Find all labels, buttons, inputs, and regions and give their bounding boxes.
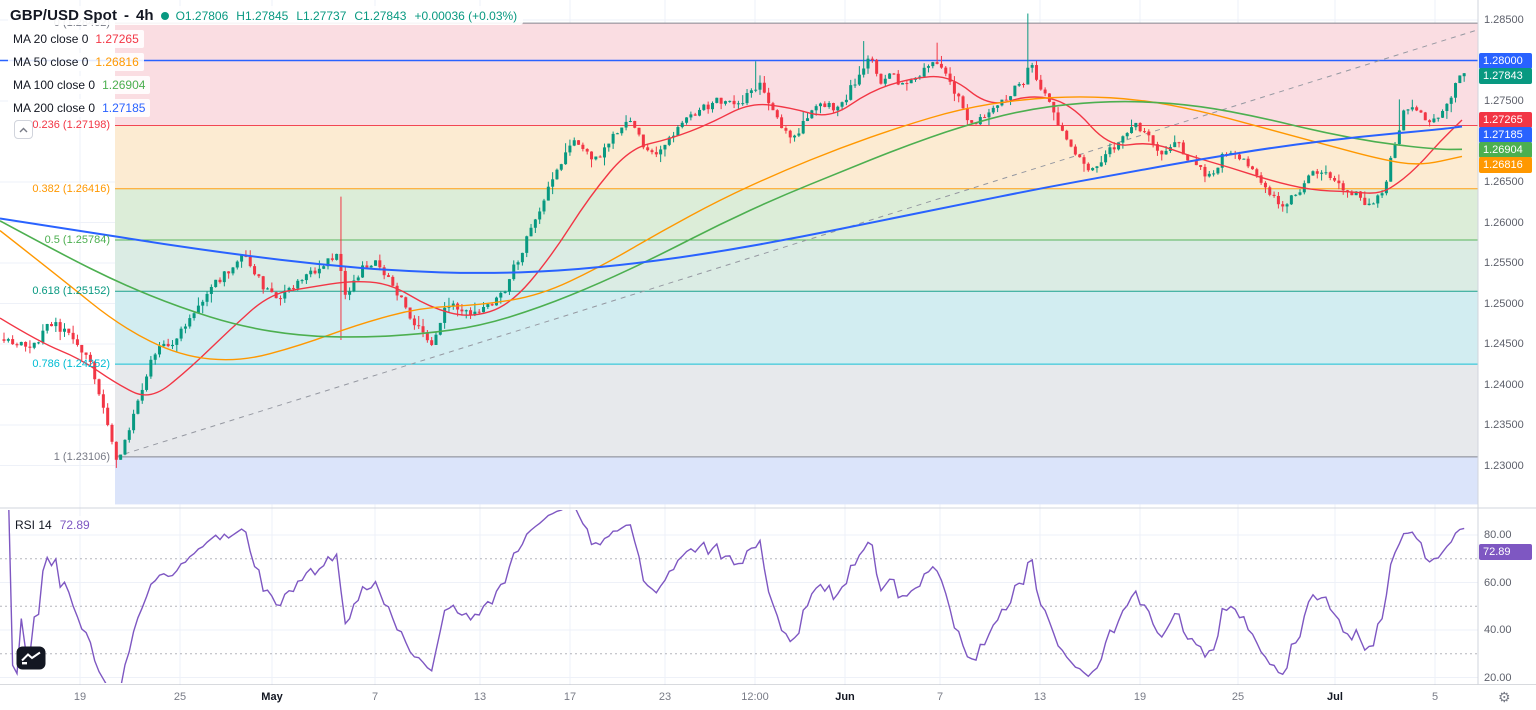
- price-tick-1.28500: 1.28500: [1484, 14, 1524, 26]
- price-badge-1.27265: 1.27265: [1479, 112, 1532, 129]
- rsi-tick-40.00: 40.00: [1484, 624, 1512, 636]
- time-label-19: 19: [1133, 691, 1147, 703]
- title-separator: -: [124, 7, 130, 24]
- ma-legend-value: 1.26816: [95, 55, 139, 69]
- time-label-May: May: [261, 691, 283, 703]
- ohlc-close: C1.27843: [354, 8, 407, 23]
- ma-legend-value: 1.26904: [102, 78, 146, 92]
- price-tick-1.27500: 1.27500: [1484, 95, 1524, 107]
- ma-legend-value: 1.27185: [102, 101, 146, 115]
- ma-legend-label: MA 50 close 0: [13, 55, 89, 69]
- time-label-5: 5: [1431, 691, 1439, 703]
- series-marker-dot: [160, 11, 169, 20]
- time-axis[interactable]: 19 25 May 7 13 17 23 12:00 Jun 7 13 19 25 Jul 5: [0, 685, 1536, 710]
- chart-legend: GBP/USD Spot - 4h O1.27806 H1.27845 L1.2…: [8, 6, 524, 117]
- interval-label[interactable]: 4h: [136, 7, 154, 24]
- price-axis[interactable]: 1.28500 1.27500 1.26500 1.26000 1.25500 1.250…: [1478, 0, 1536, 685]
- rsi-value: 72.89: [59, 518, 90, 532]
- time-label-25: 25: [173, 691, 187, 703]
- time-label-7: 7: [936, 691, 944, 703]
- price-tick-1.24500: 1.24500: [1484, 338, 1524, 350]
- symbol-title[interactable]: GBP/USD Spot: [10, 7, 118, 24]
- ma-legend-label: MA 20 close 0: [13, 32, 89, 46]
- price-tick-1.23000: 1.23000: [1484, 459, 1524, 472]
- price-tick-1.24000: 1.24000: [1484, 378, 1524, 391]
- ma-legend-label: MA 100 close 0: [13, 78, 96, 92]
- symbol-row[interactable]: GBP/USD Spot - 4h O1.27806 H1.27845 L1.2…: [8, 6, 524, 25]
- price-badge-1.26816: 1.26816: [1479, 157, 1532, 174]
- ma-legend-row-4[interactable]: MA 200 close 0 1.27185: [8, 99, 151, 117]
- time-label-13: 13: [473, 691, 487, 703]
- tradingview-logo[interactable]: [16, 646, 46, 675]
- time-label-Jul: Jul: [1327, 691, 1343, 703]
- chevron-up-icon: [19, 127, 28, 132]
- rsi-tick-80.00: 80.00: [1484, 529, 1512, 541]
- ma-legend-row-1[interactable]: MA 20 close 0 1.27265: [8, 30, 144, 48]
- legend-collapse-button[interactable]: [14, 120, 33, 139]
- settings-gear-icon[interactable]: ⚙: [1498, 689, 1511, 705]
- ma-line-ma200: [0, 125, 1463, 274]
- price-badge-1.27185: 1.27185: [1479, 127, 1532, 144]
- rsi-badge: 72.89: [1479, 543, 1532, 560]
- price-badge-1.26904: 1.26904: [1479, 142, 1532, 159]
- trend-line: [114, 29, 1479, 458]
- ohlc-low: L1.27737: [296, 8, 347, 23]
- ma-line-ma100: [0, 100, 1463, 338]
- ohlc-readout: O1.27806 H1.27845 L1.27737 C1.27843 +0.0…: [176, 9, 518, 23]
- ma-legend-label: MA 200 close 0: [13, 101, 96, 115]
- price-badge-1.28000: 1.28000: [1479, 52, 1532, 69]
- price-tick-1.25500: 1.25500: [1484, 257, 1524, 269]
- rsi-line: [8, 510, 1465, 683]
- price-tick-1.25000: 1.25000: [1484, 297, 1524, 310]
- rsi-legend-row[interactable]: RSI 14 72.89: [10, 516, 95, 534]
- rsi-tick-20.00: 20.00: [1484, 671, 1512, 684]
- ohlc-open: O1.27806: [175, 8, 229, 23]
- moving-averages-layer: [0, 75, 1463, 396]
- ma-legend-row-3[interactable]: MA 100 close 0 1.26904: [8, 76, 151, 94]
- time-label-25: 25: [1231, 691, 1245, 703]
- ma-legend-rows: MA 20 close 0 1.27265 MA 50 close 0 1.26816…: [8, 30, 523, 117]
- rsi-layer: [0, 510, 1478, 683]
- fibonacci-lines: [115, 22, 1478, 458]
- time-label-17: 17: [563, 691, 577, 703]
- price-tick-1.23500: 1.23500: [1484, 419, 1524, 431]
- time-label-13: 13: [1033, 691, 1047, 703]
- ohlc-change: +0.00036 (+0.03%): [414, 8, 518, 23]
- candles-layer: [2, 13, 1466, 468]
- rsi-label: RSI 14: [15, 518, 52, 532]
- price-tick-1.26500: 1.26500: [1484, 176, 1524, 188]
- time-label-19: 19: [73, 691, 87, 703]
- time-label-23: 23: [658, 691, 672, 703]
- ma-line-ma20: [0, 75, 1463, 396]
- time-label-12:00: 12:00: [741, 691, 769, 703]
- ohlc-high: H1.27845: [236, 8, 289, 23]
- price-tick-1.26000: 1.26000: [1484, 216, 1524, 229]
- ma-legend-value: 1.27265: [95, 32, 139, 46]
- price-badge-1.27843: 1.27843: [1479, 67, 1532, 84]
- time-label-7: 7: [371, 691, 379, 703]
- time-label-Jun: Jun: [835, 691, 855, 703]
- ma-legend-row-2[interactable]: MA 50 close 0 1.26816: [8, 53, 144, 71]
- ma-line-ma50: [0, 96, 1463, 361]
- tradingview-logo-icon: [16, 646, 46, 670]
- rsi-tick-60.00: 60.00: [1484, 576, 1512, 589]
